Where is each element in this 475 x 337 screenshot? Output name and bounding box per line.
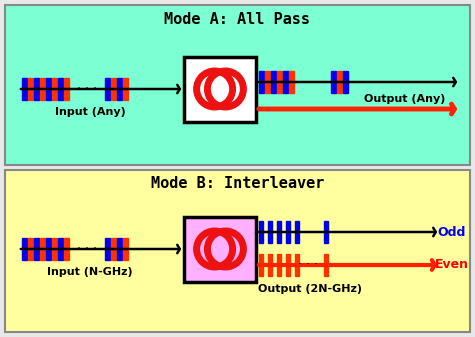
Bar	[337, 71, 342, 93]
Bar	[52, 238, 57, 260]
Bar	[295, 254, 299, 276]
Text: Output (2N-GHz): Output (2N-GHz)	[258, 284, 362, 294]
Text: Mode B: Interleaver: Mode B: Interleaver	[151, 177, 324, 191]
FancyBboxPatch shape	[5, 5, 470, 165]
Bar	[331, 71, 336, 93]
Bar	[286, 221, 290, 243]
Bar	[111, 238, 116, 260]
Bar	[277, 71, 282, 93]
Text: Input (Any): Input (Any)	[55, 107, 125, 117]
Bar	[105, 78, 110, 100]
Bar	[40, 238, 45, 260]
Bar	[259, 221, 263, 243]
Bar	[34, 78, 39, 100]
Bar	[40, 78, 45, 100]
Text: Odd: Odd	[438, 225, 466, 239]
Bar	[184, 57, 256, 122]
Text: · · ·: · · ·	[298, 258, 318, 272]
Bar	[268, 221, 272, 243]
Bar	[289, 71, 294, 93]
Bar	[277, 221, 281, 243]
Bar	[268, 254, 272, 276]
Bar	[123, 78, 128, 100]
Bar	[52, 78, 57, 100]
Bar	[58, 238, 63, 260]
Text: · · ·: · · ·	[77, 243, 97, 255]
Text: Mode A: All Pass: Mode A: All Pass	[164, 11, 311, 27]
Bar	[286, 254, 290, 276]
Bar	[324, 254, 328, 276]
Bar	[184, 216, 256, 281]
Bar	[343, 71, 348, 93]
Bar	[64, 238, 69, 260]
Bar	[265, 71, 270, 93]
Bar	[324, 221, 328, 243]
Bar	[22, 238, 27, 260]
Text: · · ·: · · ·	[301, 75, 321, 89]
Bar	[105, 238, 110, 260]
Bar	[277, 254, 281, 276]
Text: · · ·: · · ·	[298, 225, 318, 239]
Bar	[46, 78, 51, 100]
Bar	[28, 78, 33, 100]
Text: Even: Even	[435, 258, 469, 272]
Bar	[283, 71, 288, 93]
Text: Input (N-GHz): Input (N-GHz)	[47, 267, 133, 277]
Bar	[123, 238, 128, 260]
Bar	[111, 78, 116, 100]
Bar	[259, 71, 264, 93]
Bar	[295, 221, 299, 243]
Bar	[271, 71, 276, 93]
Bar	[28, 238, 33, 260]
Bar	[22, 78, 27, 100]
Bar	[46, 238, 51, 260]
Bar	[64, 78, 69, 100]
Text: Output (Any): Output (Any)	[364, 94, 446, 104]
Bar	[34, 238, 39, 260]
Bar	[259, 254, 263, 276]
Bar	[58, 78, 63, 100]
FancyBboxPatch shape	[5, 170, 470, 332]
Bar	[117, 78, 122, 100]
Text: · · ·: · · ·	[77, 83, 97, 95]
Bar	[117, 238, 122, 260]
